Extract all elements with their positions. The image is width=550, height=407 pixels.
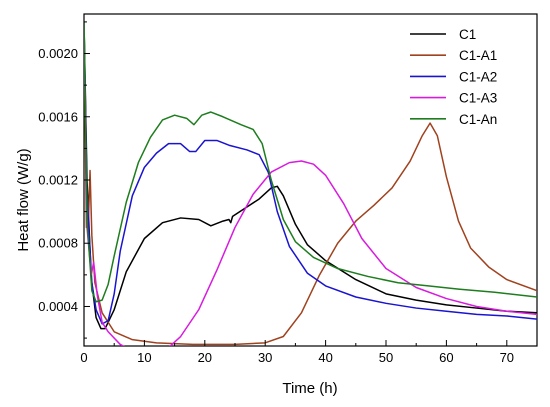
y-tick-label: 0.0012 bbox=[38, 173, 78, 188]
x-tick-label: 50 bbox=[379, 350, 393, 365]
plot-area bbox=[83, 13, 538, 347]
y-axis-title: Heat flow (W/g) bbox=[15, 148, 32, 251]
x-tick-label: 70 bbox=[500, 350, 514, 365]
legend-label: C1 bbox=[459, 27, 476, 42]
x-tick-label: 40 bbox=[318, 350, 332, 365]
axes-layer: 0 10 20 30 40 50 60 70 0.0004 0.0008 0.0012 0.0016 0… bbox=[38, 21, 514, 365]
x-tick-label: 60 bbox=[439, 350, 453, 365]
x-tick-label: 30 bbox=[258, 350, 272, 365]
x-tick-label: 0 bbox=[80, 350, 87, 365]
series-line-c1 bbox=[84, 21, 537, 330]
series-line-c1-a3 bbox=[84, 21, 537, 346]
legend-label: C1-A1 bbox=[459, 48, 497, 63]
x-tick-label: 20 bbox=[198, 350, 212, 365]
x-tick-label: 10 bbox=[137, 350, 151, 365]
series-line-c1-a2 bbox=[84, 21, 537, 325]
legend-label: C1-A2 bbox=[459, 69, 497, 84]
legend-label: C1-An bbox=[459, 112, 497, 127]
y-tick-label: 0.0016 bbox=[38, 109, 78, 124]
y-tick-label: 0.0004 bbox=[38, 299, 78, 314]
legend-label: C1-A3 bbox=[459, 91, 497, 106]
series-layer bbox=[84, 21, 537, 346]
legend: C1 C1-A1 C1-A2 C1-A3 C1-An bbox=[410, 27, 497, 127]
series-line-c1-an bbox=[84, 21, 537, 303]
y-tick-label: 0.0008 bbox=[38, 236, 78, 251]
plot-frame bbox=[83, 13, 538, 347]
y-tick-label: 0.0020 bbox=[38, 46, 78, 61]
x-axis-title: Time (h) bbox=[282, 380, 337, 397]
